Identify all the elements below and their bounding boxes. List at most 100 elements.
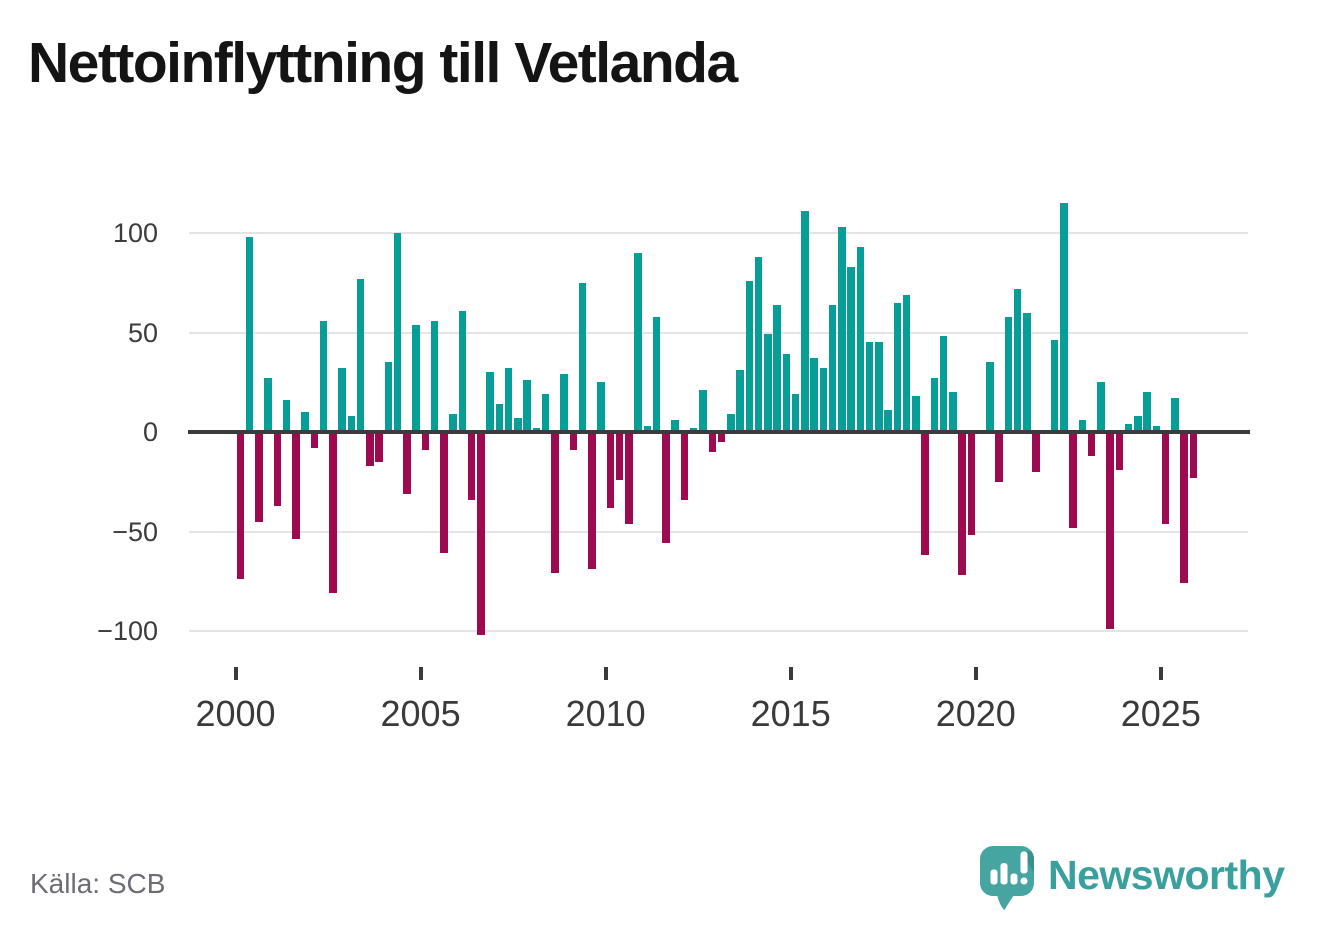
bar-2001-q1 <box>273 432 282 506</box>
x-axis-tick-label: 2015 <box>750 693 831 734</box>
bar-2000-q3 <box>255 432 263 522</box>
bar-2015-q1 <box>791 394 800 432</box>
source-caption: Källa: SCB <box>30 868 166 899</box>
bar-2005-q1 <box>421 432 430 450</box>
bar-2013-q1 <box>717 432 726 442</box>
bar-2004-q2 <box>393 233 402 432</box>
bar-2022-q3 <box>1069 432 1077 528</box>
bar-2019-q1 <box>939 336 948 432</box>
x-axis-tick-label: 2025 <box>1120 693 1201 734</box>
bar-2012-q1 <box>680 432 689 500</box>
bar-2002-q2 <box>319 320 328 432</box>
bar-2003-q3 <box>366 432 374 466</box>
bar-2001-q4 <box>301 412 309 432</box>
bar-2021-q1 <box>1013 288 1022 432</box>
bar-2012-q3 <box>699 390 707 432</box>
bar-2014-q3 <box>773 304 781 432</box>
bar-2014-q1 <box>754 256 763 432</box>
bar-2017-q2 <box>875 342 883 432</box>
bar-2020-q2 <box>986 362 994 432</box>
bar-2014-q2 <box>764 334 772 432</box>
bar-2003-q4 <box>375 432 383 462</box>
bar-2001-q3 <box>292 432 300 540</box>
bar-2022-q1 <box>1050 340 1059 432</box>
bar-2024-q2 <box>1134 416 1142 432</box>
bar-2010-q2 <box>615 432 624 480</box>
bar-2018-q3 <box>921 432 929 556</box>
x-axis-tick <box>1158 667 1163 680</box>
bar-2016-q4 <box>856 246 865 432</box>
bar-2008-q3 <box>551 432 559 574</box>
bar-2023-q1 <box>1087 432 1096 456</box>
y-axis-tick-label: 50 <box>127 317 158 348</box>
bar-2009-q1 <box>569 432 578 450</box>
bar-2008-q4 <box>560 374 568 432</box>
x-axis-tick <box>973 667 978 680</box>
bar-2016-q1 <box>828 304 837 432</box>
bar-2018-q4 <box>930 378 939 432</box>
bar-2009-q2 <box>578 282 587 432</box>
bar-2009-q3 <box>588 432 596 570</box>
bar-2017-q4 <box>893 302 902 432</box>
bar-2011-q3 <box>662 432 670 544</box>
gridline-100 <box>189 232 1248 234</box>
bar-2024-q4 <box>1152 426 1161 432</box>
bar-2012-q4 <box>708 432 716 452</box>
bar-2018-q1 <box>902 294 911 432</box>
bar-2015-q3 <box>810 358 818 432</box>
bar-2010-q3 <box>625 432 633 524</box>
bar-2020-q4 <box>1004 316 1013 432</box>
newsworthy-logo-text: Newsworthy <box>1048 852 1285 898</box>
y-axis-tick-label: −50 <box>112 516 158 547</box>
bar-2010-q4 <box>634 252 642 432</box>
bar-2016-q2 <box>838 227 846 432</box>
bar-2006-q2 <box>467 432 476 500</box>
newsworthy-logo-icon <box>980 846 1034 910</box>
x-axis-tick <box>418 667 423 680</box>
bar-2002-q3 <box>329 432 337 594</box>
x-axis-tick-label: 2020 <box>935 693 1016 734</box>
bar-2000-q4 <box>264 378 272 432</box>
bar-2003-q1 <box>347 416 356 432</box>
bar-2025-q1 <box>1161 432 1170 524</box>
bar-2005-q3 <box>440 432 448 554</box>
bar-2001-q2 <box>282 400 291 432</box>
bar-2002-q1 <box>310 432 319 448</box>
x-axis-tick <box>788 667 793 680</box>
bar-2004-q3 <box>403 432 411 494</box>
bar-2008-q2 <box>541 394 550 432</box>
chart-title: Nettoinflyttning till Vetlanda <box>28 31 738 95</box>
bar-2013-q2 <box>727 414 735 432</box>
bar-2023-q3 <box>1106 432 1114 629</box>
bar-2006-q4 <box>486 372 494 432</box>
bar-2022-q4 <box>1078 420 1087 432</box>
bar-2015-q4 <box>819 368 828 432</box>
bar-2017-q3 <box>884 410 892 432</box>
bar-2007-q2 <box>504 368 513 432</box>
bar-2015-q2 <box>801 211 809 432</box>
x-axis-tick <box>603 667 608 680</box>
bar-2005-q2 <box>430 320 439 432</box>
bar-2025-q2 <box>1171 398 1179 432</box>
y-axis-tick-label: 100 <box>112 218 158 248</box>
bar-2013-q3 <box>736 370 744 432</box>
gridline-−50 <box>189 530 1248 533</box>
bar-2007-q3 <box>514 418 522 432</box>
bar-2009-q4 <box>597 382 605 432</box>
bar-2024-q1 <box>1124 424 1133 432</box>
gridline-−100 <box>189 630 1248 632</box>
bar-2011-q4 <box>671 420 679 432</box>
y-axis-tick-label: −100 <box>97 616 158 646</box>
bar-2016-q3 <box>847 266 855 432</box>
bar-2024-q3 <box>1143 392 1151 432</box>
bar-2002-q4 <box>338 368 346 432</box>
x-axis-tick <box>233 667 238 680</box>
bar-2013-q4 <box>745 280 753 432</box>
bar-2019-q4 <box>967 432 976 536</box>
bar-2025-q3 <box>1180 432 1188 584</box>
bar-2019-q2 <box>949 392 957 432</box>
bar-2011-q1 <box>643 426 652 432</box>
bar-2010-q1 <box>606 432 615 508</box>
bar-2021-q2 <box>1023 312 1031 432</box>
